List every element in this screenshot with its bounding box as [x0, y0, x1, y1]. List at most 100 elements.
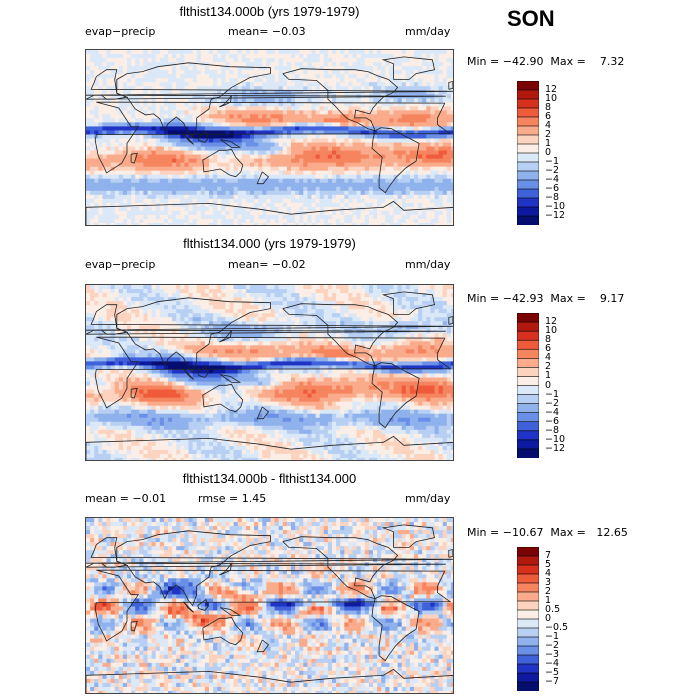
heatmap-cell — [393, 301, 398, 306]
heatmap-cell — [192, 313, 198, 318]
heatmap-cell — [94, 98, 99, 103]
heatmap-cell — [303, 218, 308, 224]
heatmap-cell — [139, 321, 144, 326]
heatmap-cell — [254, 190, 259, 196]
heatmap-cell — [262, 297, 267, 302]
heatmap-cell — [225, 186, 230, 192]
heatmap-cell — [422, 118, 427, 123]
heatmap-cell — [348, 214, 353, 220]
heatmap-cell — [323, 154, 329, 160]
heatmap-cell — [414, 166, 419, 172]
heatmap-cell — [340, 102, 345, 107]
heatmap-cell — [110, 94, 116, 99]
heatmap-cell — [344, 102, 349, 107]
heatmap-cell — [213, 305, 218, 310]
heatmap-cell — [200, 305, 206, 310]
heatmap-cell — [286, 86, 292, 91]
heatmap-cell — [196, 301, 202, 306]
heatmap-cell — [274, 182, 280, 188]
heatmap-cell — [127, 50, 132, 55]
heatmap-cell — [438, 62, 444, 67]
heatmap-cell — [286, 118, 292, 123]
heatmap-cell — [114, 218, 120, 224]
heatmap-cell — [98, 186, 103, 192]
panel-2-map — [85, 284, 454, 461]
heatmap-cell — [299, 114, 304, 119]
heatmap-cell — [286, 98, 292, 103]
heatmap-cell — [327, 178, 333, 184]
heatmap-cell — [237, 118, 243, 123]
heatmap-cell — [245, 321, 251, 326]
heatmap-cell — [291, 106, 296, 111]
heatmap-cell — [327, 134, 333, 139]
heatmap-cell — [389, 206, 394, 212]
heatmap-cell — [414, 317, 419, 322]
heatmap-cell — [414, 210, 419, 216]
heatmap-cell — [450, 74, 453, 79]
heatmap-cell — [422, 50, 427, 55]
heatmap-cell — [229, 166, 234, 172]
heatmap-cell — [229, 150, 234, 155]
heatmap-cell — [188, 285, 193, 290]
heatmap-cell — [86, 206, 91, 212]
heatmap-cell — [274, 198, 280, 204]
heatmap-cell — [118, 62, 124, 67]
heatmap-cell — [118, 126, 124, 131]
heatmap-cell — [348, 198, 353, 204]
heatmap-cell — [114, 174, 120, 180]
heatmap-cell — [254, 313, 259, 318]
heatmap-cell — [225, 58, 230, 63]
heatmap-cell — [409, 285, 415, 290]
heatmap-cell — [319, 146, 325, 151]
heatmap-cell — [135, 325, 140, 330]
heatmap-cell — [311, 138, 316, 143]
heatmap-cell — [340, 54, 345, 59]
heatmap-cell — [397, 174, 403, 180]
heatmap-cell — [332, 321, 337, 326]
heatmap-cell — [311, 309, 316, 314]
heatmap-cell — [163, 50, 169, 55]
heatmap-cell — [225, 301, 230, 306]
heatmap-cell — [98, 214, 103, 220]
heatmap-cell — [332, 154, 337, 160]
heatmap-cell — [213, 126, 218, 131]
heatmap-cell — [217, 190, 222, 196]
heatmap-cell — [377, 317, 382, 322]
heatmap-cell — [344, 198, 349, 204]
heatmap-cell — [94, 58, 99, 63]
heatmap-cell — [422, 114, 427, 119]
heatmap-cell — [373, 194, 378, 200]
heatmap-cell — [303, 142, 308, 147]
heatmap-cell — [90, 118, 95, 123]
heatmap-cell — [405, 150, 411, 155]
heatmap-cell — [172, 146, 177, 151]
heatmap-cell — [381, 74, 386, 79]
heatmap-cell — [213, 50, 218, 55]
heatmap-cell — [90, 170, 95, 176]
heatmap-cell — [405, 90, 411, 95]
heatmap-cell — [377, 210, 382, 216]
coastline — [381, 56, 435, 80]
heatmap-cell — [311, 174, 316, 180]
heatmap-cell — [258, 154, 263, 160]
heatmap-cell — [286, 190, 292, 196]
heatmap-cell — [405, 321, 411, 326]
heatmap-cell — [233, 321, 239, 326]
heatmap-cell — [262, 58, 267, 63]
heatmap-cell — [131, 154, 136, 160]
heatmap-cell — [393, 130, 398, 135]
heatmap-cell — [233, 182, 239, 188]
heatmap-cell — [385, 309, 390, 314]
heatmap-cell — [196, 174, 202, 180]
heatmap-cell — [352, 70, 357, 75]
heatmap-cell — [221, 285, 226, 290]
heatmap-cell — [200, 190, 206, 196]
heatmap-cell — [307, 186, 312, 192]
heatmap-cell — [90, 309, 95, 314]
heatmap-cell — [163, 222, 169, 225]
heatmap-cell — [364, 194, 370, 200]
heatmap-cell — [229, 114, 234, 119]
heatmap-cell — [229, 162, 234, 168]
heatmap-cell — [254, 297, 259, 302]
heatmap-cell — [217, 154, 222, 160]
